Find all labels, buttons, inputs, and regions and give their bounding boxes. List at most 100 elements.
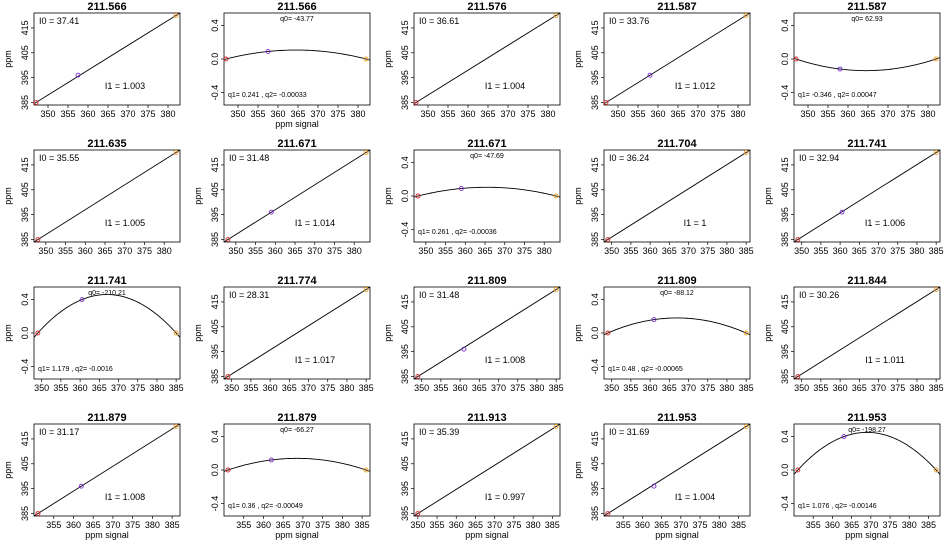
y-axis-label: ppm: [383, 50, 393, 68]
low-point: [605, 237, 611, 242]
x-tick-label: 380: [347, 246, 362, 256]
x-tick-label: 375: [327, 246, 342, 256]
plot-frame: [223, 149, 371, 243]
chart-panel-14: 211.809 350 355 360 365 370 375 380 385 -0.4 0.0 0.…: [573, 275, 754, 393]
q1-q2-label: q1= 1.179 , q2= -0.0016: [38, 366, 113, 373]
mid-point: [265, 49, 271, 54]
x-tick-label: 370: [690, 109, 705, 119]
y-tick-label: 0.4: [590, 293, 600, 306]
y-tick-label: 405: [780, 182, 790, 197]
intercept-label: I0 = 35.55: [39, 153, 79, 163]
x-tick-label: 370: [681, 246, 696, 256]
x-tick-label: 370: [491, 383, 506, 393]
plot-frame: [223, 286, 371, 380]
q0-label: q0= -198.27: [848, 427, 886, 434]
y-tick-label: 385: [20, 232, 30, 247]
x-tick-label: 385: [929, 383, 944, 393]
x-tick-label: 360: [270, 109, 285, 119]
y-tick-label: 385: [590, 232, 600, 247]
x-tick-label: 380: [335, 520, 350, 530]
high-point: [933, 467, 939, 473]
x-tick-label: 360: [268, 246, 283, 256]
q0-label: q0= -210.21: [88, 290, 126, 297]
y-tick-label: 415: [590, 157, 600, 172]
y-tick-label: 395: [590, 70, 600, 85]
x-tick-label: 360: [263, 383, 278, 393]
slope-label: I1 = 1.012: [675, 81, 715, 91]
fit-line: [34, 150, 180, 242]
high-point: [173, 150, 179, 155]
chart-panel-6: 211.635 350 355 360 365 370 375 380 385 395 405 415…: [3, 138, 181, 256]
q0-label: q0= -43.77: [280, 16, 314, 23]
y-tick-label: 385: [780, 369, 790, 384]
slope-label: I1 = 1.004: [675, 492, 715, 502]
x-tick-label: 360: [73, 383, 88, 393]
y-tick-label: 415: [590, 20, 600, 35]
x-tick-label: 375: [710, 109, 725, 119]
y-tick-label: 385: [20, 506, 30, 521]
intercept-label: I0 = 31.48: [419, 290, 459, 300]
chart-title: 211.587: [657, 1, 696, 13]
y-axis-label: ppm: [573, 187, 583, 205]
slope-label: I1 = 1.005: [105, 218, 145, 228]
x-axis-label: ppm signal: [275, 530, 319, 540]
x-tick-label: 385: [731, 520, 746, 530]
fit-line: [604, 424, 750, 516]
fit-curve: [794, 57, 940, 72]
low-point: [415, 374, 421, 379]
y-axis-label: ppm: [763, 187, 773, 205]
y-tick-label: 415: [20, 157, 30, 172]
high-point: [553, 13, 559, 18]
mid-point: [647, 72, 653, 78]
y-tick-label: 0.4: [400, 156, 410, 169]
y-tick-label: 415: [20, 431, 30, 446]
mid-point: [839, 209, 845, 215]
y-tick-label: 0.4: [780, 430, 790, 443]
low-point: [415, 193, 421, 199]
y-tick-label: 405: [20, 456, 30, 471]
x-tick-label: 355: [438, 246, 453, 256]
high-point: [933, 56, 939, 62]
fit-line: [414, 287, 560, 379]
x-tick-label: 370: [117, 246, 132, 256]
x-tick-label: 350: [224, 383, 239, 393]
y-tick-label: 415: [780, 294, 790, 309]
x-tick-label: 360: [825, 520, 840, 530]
chart-title: 211.741: [847, 138, 886, 150]
x-tick-label: 355: [440, 109, 455, 119]
x-tick-label: 380: [920, 109, 935, 119]
x-tick-label: 370: [871, 246, 886, 256]
y-tick-label: -0.4: [780, 496, 790, 512]
chart-title: 211.953: [657, 412, 696, 424]
x-tick-label: 375: [506, 520, 521, 530]
x-tick-label: 375: [883, 520, 898, 530]
plot-frame: [413, 286, 561, 380]
y-tick-label: -0.4: [400, 222, 410, 238]
y-tick-label: 385: [780, 232, 790, 247]
y-tick-label: 405: [20, 182, 30, 197]
x-tick-label: 380: [145, 520, 160, 530]
intercept-label: I0 = 31.48: [229, 153, 269, 163]
chart-title: 211.953: [847, 412, 886, 424]
y-tick-label: 395: [210, 344, 220, 359]
y-tick-label: 395: [400, 344, 410, 359]
x-tick-label: 370: [111, 383, 126, 393]
mid-point: [841, 434, 847, 439]
q1-q2-label: q1= 0.261 , q2= -0.00036: [418, 229, 497, 236]
high-point: [933, 287, 939, 292]
y-tick-label: 395: [400, 481, 410, 496]
fit-curve: [604, 317, 750, 336]
fit-line: [414, 424, 560, 516]
y-tick-label: 0.4: [210, 430, 220, 443]
chart-title: 211.635: [87, 138, 126, 150]
chart-panel-3: 211.576 350 355 360 365 370 375 380 385 395 405 415…: [383, 1, 561, 119]
q1-q2-label: q1= 0.36 , q2= -0.00049: [228, 503, 303, 510]
low-point: [793, 56, 799, 62]
high-point: [743, 13, 749, 18]
plot-frame: [33, 149, 181, 243]
y-axis-label: ppm: [3, 187, 13, 205]
high-point: [173, 13, 179, 18]
x-tick-label: 370: [497, 246, 512, 256]
x-tick-label: 370: [673, 520, 688, 530]
x-tick-label: 380: [909, 383, 924, 393]
